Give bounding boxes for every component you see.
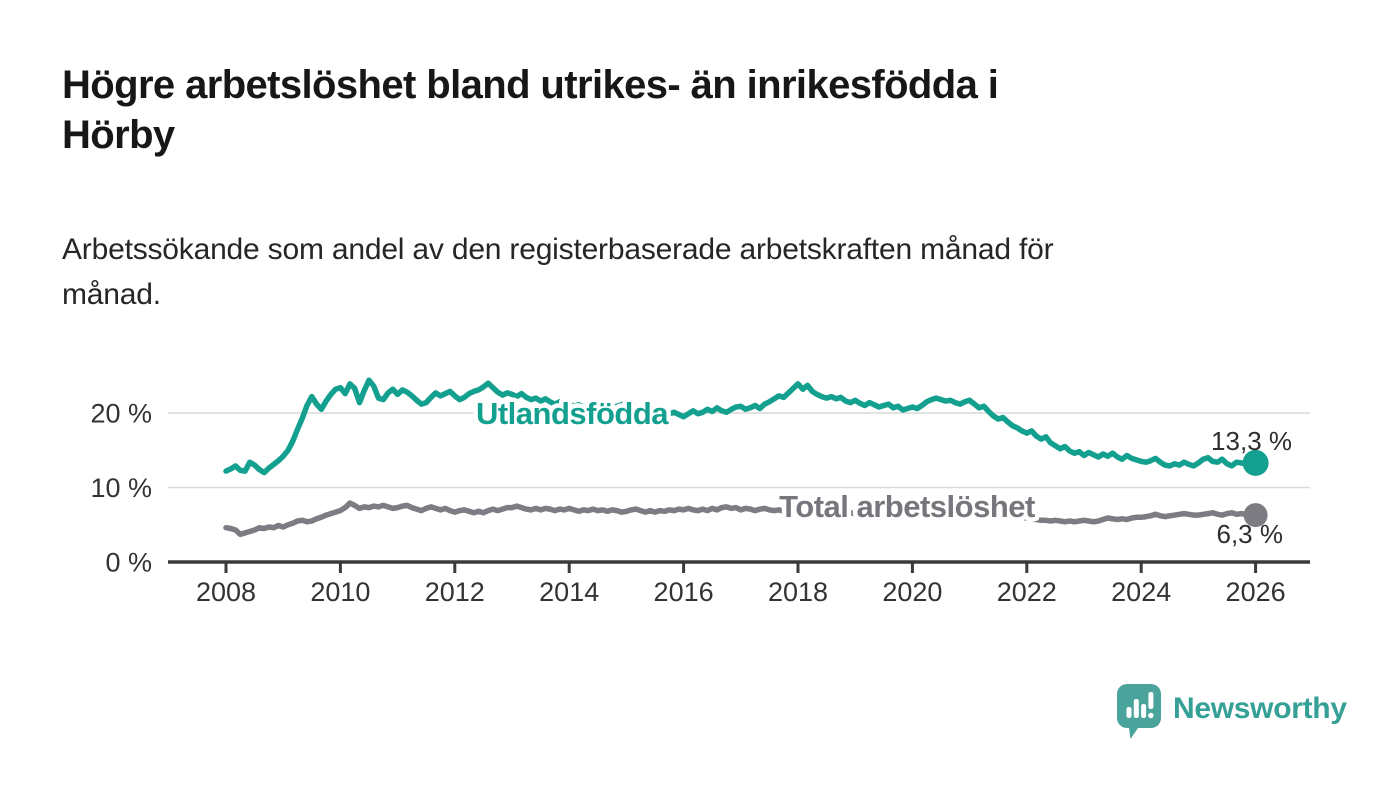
series-layer — [223, 377, 1259, 538]
chart-title-line2: Hörby — [62, 113, 175, 157]
x-axis: 2008 2010 2012 2014 2016 2018 2020 2022 2024 2026… — [90, 399, 1310, 607]
newsworthy-wordmark: Newsworthy — [1173, 692, 1347, 725]
x-axis-label: 2022 — [997, 577, 1057, 607]
x-axis-label: 2010 — [310, 577, 370, 607]
newsworthy-logo[interactable]: Newsworthy — [1116, 684, 1347, 739]
x-axis-label: 2024 — [1111, 577, 1171, 607]
series-line-utlandsf-dda — [223, 377, 1259, 476]
chart-title: Högre arbetslöshet bland utrikes- än inr… — [62, 60, 1262, 160]
x-axis-label: 2014 — [539, 577, 599, 607]
x-axis-label: 2012 — [425, 577, 485, 607]
label-layer: Utlandsfödda 13,3 % Total arbetslöshet 6,3 … — [471, 392, 1292, 550]
chart-subtitle: Arbetssökande som andel av den registerb… — [62, 227, 1302, 317]
chart-subtitle-line1: Arbetssökande som andel av den registerb… — [62, 233, 1054, 266]
y-axis-label: 0 % — [105, 548, 152, 578]
series-line-total-arbetsl-shet — [223, 500, 1259, 538]
end-value-label-utlandsf-dda: 13,3 % — [1211, 426, 1292, 456]
x-axis-label: 2020 — [882, 577, 942, 607]
logo-bubble-icon — [1117, 684, 1161, 739]
end-dot-total-arbetsl-shet — [1243, 503, 1268, 528]
y-axis-label: 10 % — [90, 473, 152, 503]
series-label-total-arbetsl-shet: Total arbetslöshet — [779, 489, 1035, 524]
x-axis-label: 2018 — [768, 577, 828, 607]
end-value-label-total-arbetsl-shet: 6,3 % — [1217, 519, 1284, 549]
x-axis-label: 2008 — [196, 577, 256, 607]
grid-layer — [168, 412, 1310, 489]
x-axis-label: 2026 — [1226, 577, 1286, 607]
x-axis-label: 2016 — [654, 577, 714, 607]
chart-title-line1: Högre arbetslöshet bland utrikes- än inr… — [62, 63, 999, 107]
y-axis-label: 20 % — [90, 399, 152, 429]
series-label-utlandsf-dda: Utlandsfödda — [476, 396, 669, 431]
chart-subtitle-line2: månad. — [62, 278, 161, 311]
end-dot-utlandsf-dda — [1242, 449, 1269, 476]
